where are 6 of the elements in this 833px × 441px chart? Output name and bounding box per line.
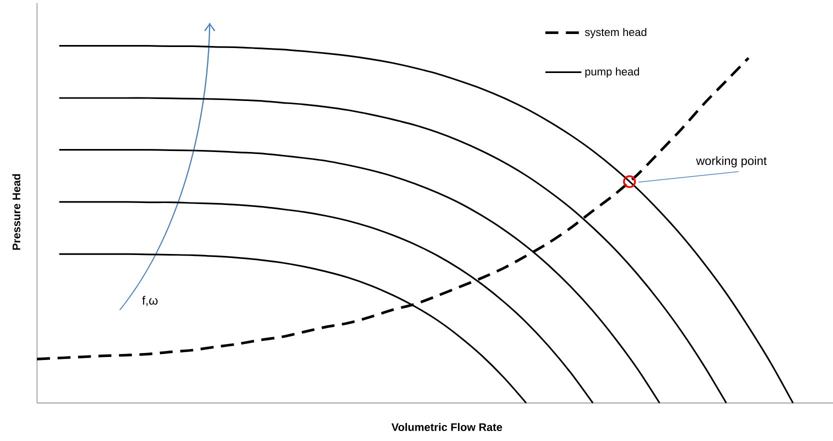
annotation: working point bbox=[696, 156, 767, 168]
annotation: f,ω bbox=[142, 296, 158, 306]
legend-label: system head bbox=[584, 28, 646, 38]
y-axis-title: Pressure Head bbox=[12, 174, 20, 250]
x-axis-title: Volumetric Flow Rate bbox=[392, 422, 502, 432]
legend-label: pump head bbox=[585, 67, 639, 78]
